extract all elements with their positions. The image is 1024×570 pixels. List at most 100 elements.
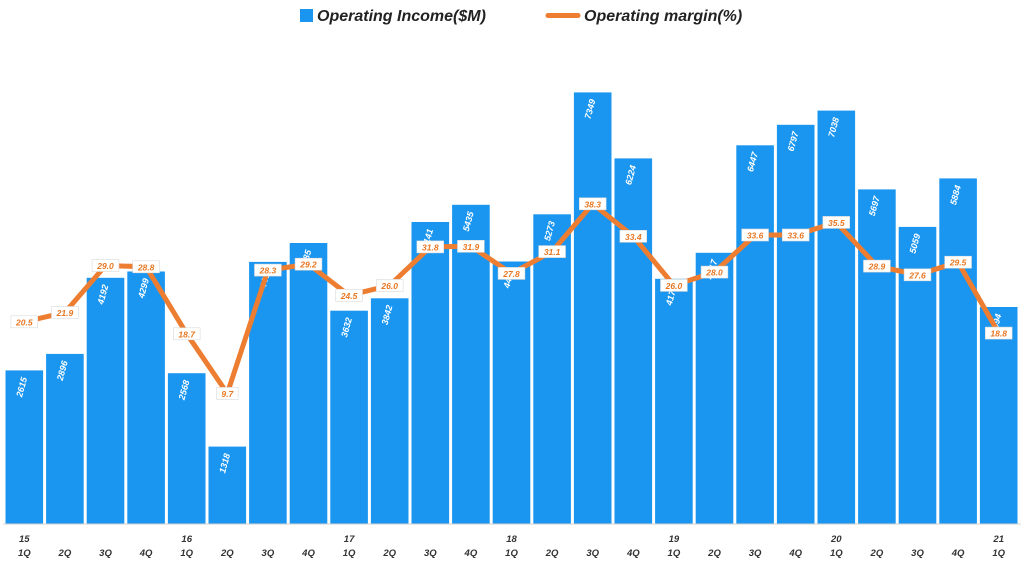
- x-tick-quarter-25: 1Q: [992, 548, 1005, 559]
- bar-1: [5, 370, 44, 524]
- bar-5: [167, 373, 206, 524]
- bar-2: [46, 353, 84, 524]
- bar-4: [127, 271, 165, 524]
- margin-value-label-1: 20.5: [15, 317, 33, 327]
- margin-point-1: 20.5: [10, 315, 38, 329]
- legend-entry-operating-income: Operating Income($M): [300, 8, 486, 25]
- margin-value-label-20: 33.6: [787, 231, 804, 241]
- x-axis-ticks: 15 1Q 2Q 3Q 4Q 16 1Q 2Q 3Q 4Q 17 1Q 2Q 3Q 4Q 18 1Q 2Q 3Q 4Q…: [18, 534, 1006, 559]
- legend-entry-operating-margin: Operating margin(%): [545, 8, 742, 25]
- x-tick-quarter-4: 4Q: [139, 548, 153, 559]
- margin-value-label-24: 29.5: [949, 258, 967, 268]
- x-tick-year-9: 17: [344, 534, 355, 545]
- bar-21: [817, 110, 856, 524]
- x-tick-quarter-24: 4Q: [951, 548, 965, 559]
- margin-point-20: 33.6: [781, 228, 810, 242]
- margin-label-box-2: [51, 306, 79, 319]
- bar-10: [370, 298, 409, 524]
- margin-value-label-4: 28.8: [137, 262, 155, 272]
- x-tick-year-21: 20: [830, 534, 842, 545]
- margin-value-label-9: 24.5: [340, 291, 358, 301]
- margin-point-22: 28.9: [863, 259, 891, 273]
- margin-point-17: 26.0: [660, 279, 688, 292]
- margin-point-3: 29.0: [91, 259, 120, 272]
- margin-value-label-10: 26.0: [380, 281, 398, 291]
- bar-17: [655, 278, 693, 524]
- margin-label-box-3: [91, 259, 120, 272]
- bar-25: [979, 307, 1018, 524]
- legend-label-operating-income: Operating Income($M): [317, 8, 486, 25]
- margin-point-14: 31.1: [538, 245, 566, 258]
- x-tick-quarter-6: 2Q: [220, 548, 234, 559]
- margin-point-11: 31.8: [416, 240, 444, 254]
- margin-label-box-14: [538, 245, 566, 258]
- bar-19: [736, 145, 774, 525]
- x-tick-quarter-19: 3Q: [749, 548, 762, 559]
- margin-label-box-5: [173, 327, 201, 341]
- margin-point-18: 28.0: [700, 265, 729, 279]
- margin-label-box-25: [984, 326, 1013, 340]
- x-tick-quarter-7: 3Q: [262, 548, 275, 559]
- x-tick-quarter-20: 4Q: [788, 548, 802, 559]
- margin-value-label-16: 33.4: [625, 232, 642, 242]
- margin-label-box-8: [294, 257, 323, 271]
- bar-3: [86, 277, 125, 524]
- margin-point-21: 35.5: [822, 216, 851, 229]
- x-tick-year-5: 16: [181, 534, 192, 545]
- margin-value-label-6: 9.7: [221, 389, 234, 399]
- margin-label-box-22: [863, 259, 891, 273]
- x-tick-quarter-9: 1Q: [343, 548, 356, 559]
- margin-value-label-13: 27.8: [502, 269, 520, 279]
- margin-value-label-12: 31.9: [463, 242, 480, 252]
- margin-label-box-15: [578, 197, 607, 211]
- margin-value-label-17: 26.0: [665, 281, 683, 291]
- margin-label-box-9: [335, 288, 363, 302]
- margin-value-label-18: 28.0: [705, 268, 723, 278]
- x-tick-quarter-1: 1Q: [18, 548, 31, 559]
- margin-label-box-16: [619, 230, 648, 243]
- margin-point-24: 29.5: [944, 255, 972, 269]
- bar-9: [330, 310, 368, 524]
- bar-18: [695, 252, 734, 525]
- bar-20: [776, 124, 815, 525]
- margin-point-15: 38.3: [578, 197, 607, 211]
- bar-14: [533, 214, 571, 525]
- x-tick-quarter-15: 3Q: [586, 548, 599, 559]
- margin-point-13: 27.8: [497, 267, 526, 280]
- margin-value-label-8: 29.2: [299, 260, 317, 270]
- margin-value-label-3: 29.0: [96, 261, 114, 271]
- margin-label-box-21: [822, 216, 851, 229]
- margin-value-label-23: 27.6: [908, 270, 926, 280]
- bar-24: [939, 178, 977, 524]
- margin-value-label-14: 31.1: [544, 247, 561, 257]
- margin-point-19: 33.6: [741, 228, 769, 242]
- x-tick-year-13: 18: [506, 534, 517, 545]
- x-tick-quarter-13: 1Q: [505, 548, 518, 559]
- legend-swatch-bar: [300, 9, 313, 22]
- x-tick-year-25: 21: [992, 534, 1004, 545]
- margin-point-8: 29.2: [294, 257, 323, 271]
- margin-label-box-18: [700, 265, 729, 279]
- margin-label-box-1: [10, 315, 38, 329]
- margin-label-box-24: [944, 255, 972, 269]
- margin-point-16: 33.4: [619, 230, 648, 243]
- bar-22: [858, 189, 896, 524]
- margin-point-9: 24.5: [335, 288, 363, 302]
- margin-value-label-19: 33.6: [747, 231, 764, 241]
- x-tick-year-17: 19: [669, 534, 680, 545]
- bars-layer: 2615289641924299256813184462478536323842…: [5, 92, 1018, 525]
- x-tick-year-1: 15: [19, 534, 30, 545]
- x-tick-quarter-2: 2Q: [58, 548, 72, 559]
- x-tick-quarter-18: 2Q: [707, 548, 721, 559]
- margin-point-25: 18.8: [984, 326, 1013, 340]
- margin-label-box-7: [254, 263, 282, 277]
- margin-label-box-23: [903, 268, 932, 282]
- x-tick-quarter-17: 1Q: [668, 548, 681, 559]
- margin-point-10: 26.0: [375, 279, 404, 292]
- x-tick-quarter-10: 2Q: [382, 548, 396, 559]
- x-tick-quarter-14: 2Q: [545, 548, 559, 559]
- margin-point-2: 21.9: [51, 306, 79, 319]
- margin-value-label-22: 28.9: [868, 262, 886, 272]
- x-tick-quarter-16: 4Q: [626, 548, 640, 559]
- margin-value-label-5: 18.7: [178, 329, 196, 339]
